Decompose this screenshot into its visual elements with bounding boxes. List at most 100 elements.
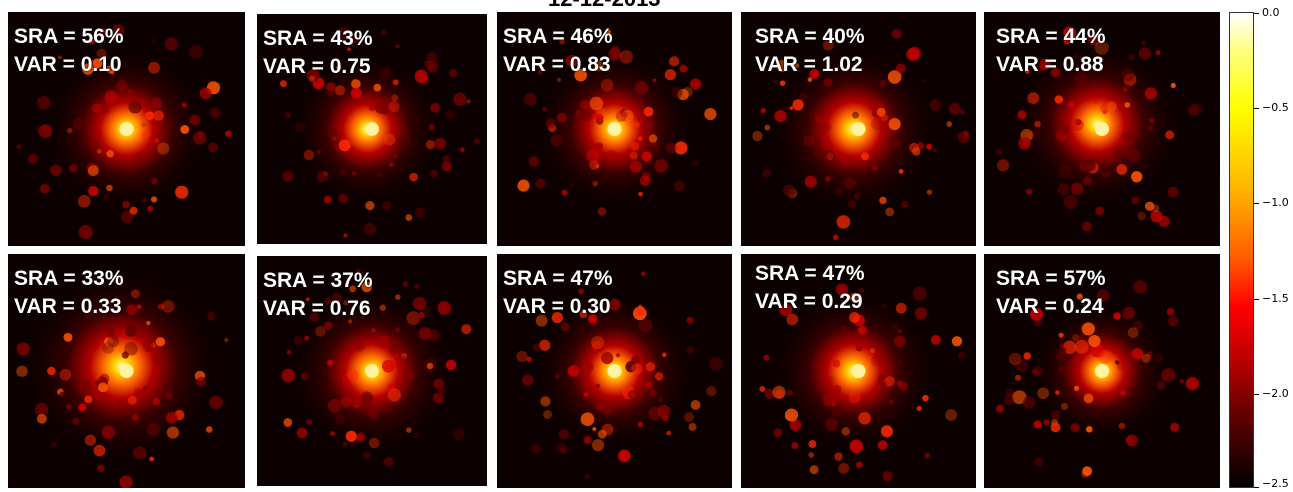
speckle [324,297,332,305]
sra-label: SRA = 43% [263,27,373,50]
colorbar-tick-label: −0.5 [1262,101,1289,114]
speckle [836,215,851,229]
speckle [1138,47,1152,60]
speckle [1106,101,1117,112]
speckle [197,131,204,138]
speckle [784,408,799,422]
speckle [774,110,787,123]
speckle [1185,377,1199,391]
speckle [648,134,658,143]
speckle [834,452,843,461]
speckle [95,375,101,381]
speckle [1117,360,1129,372]
speckle [841,427,851,436]
speckle [1094,40,1109,55]
speckle [621,109,634,122]
speckle [838,462,850,474]
var-label: VAR = 0.75 [263,55,371,78]
speckle [634,81,649,95]
speckle [599,400,613,415]
speckle [631,363,643,375]
speckle [823,78,833,88]
speckle [880,381,888,390]
speckle [340,396,352,408]
speckle [438,387,446,394]
speckle [89,139,100,151]
speckle [1190,103,1204,116]
speckle [595,142,604,151]
speckle [664,69,677,81]
speckle [1076,293,1083,300]
psf-panel-2: SRA = 43% VAR = 0.75 [255,12,489,246]
speckle [516,350,528,363]
speckle [618,449,631,463]
colorbar-tick [1254,108,1259,109]
speckle [68,163,78,173]
speckle [415,207,426,218]
speckle [1023,352,1031,360]
sra-label: SRA = 46% [503,25,613,48]
speckle [604,28,611,35]
speckle [1016,360,1029,373]
speckle [857,324,868,336]
speckle [406,427,412,433]
speckle [1072,356,1080,364]
speckle [880,425,894,438]
speckle [897,360,902,365]
speckle [832,234,839,241]
speckle [133,446,147,460]
speckle [66,403,72,410]
speckle [121,351,129,359]
speckle [1085,425,1093,433]
speckle [285,112,291,118]
speckle [537,69,543,75]
speckle [409,172,418,182]
speckle [66,127,73,134]
speckle [1122,132,1131,140]
speckle [72,418,80,426]
colorbar [1229,12,1254,488]
speckle [141,130,150,139]
speckle [124,341,138,356]
speckle [892,138,902,148]
speckle [413,432,419,438]
speckle [1050,67,1061,78]
speckle [351,398,362,409]
speckle [400,354,408,362]
speckle [100,106,110,115]
speckle [379,67,392,80]
speckle [627,389,638,400]
speckle [78,379,92,392]
speckle [338,193,349,204]
speckle [1070,182,1084,195]
speckle [882,471,893,482]
sra-label: SRA = 47% [503,267,613,290]
speckle [1014,374,1022,381]
speckle [872,165,878,171]
speckle [428,123,436,131]
psf-panel-3: SRA = 46% VAR = 0.83 [497,12,732,246]
speckle [535,178,546,189]
speckle [658,404,670,416]
speckle [102,342,115,354]
speckle [914,307,928,320]
speckle [316,170,329,183]
speckle [1133,280,1148,294]
speckle [336,65,342,71]
colorbar-tick [1254,299,1259,300]
speckle [635,305,646,316]
speckle [835,283,849,296]
speckle [84,395,93,404]
speckle [1012,390,1027,405]
speckle [1050,410,1061,421]
speckle [869,348,875,354]
speckle [1054,95,1064,104]
speckle [334,85,346,96]
speckle [898,381,909,392]
speckle [323,321,333,331]
speckle [671,86,683,99]
speckle [116,398,122,404]
speckle [122,200,130,209]
speckle [16,342,30,356]
speckle [84,434,97,446]
